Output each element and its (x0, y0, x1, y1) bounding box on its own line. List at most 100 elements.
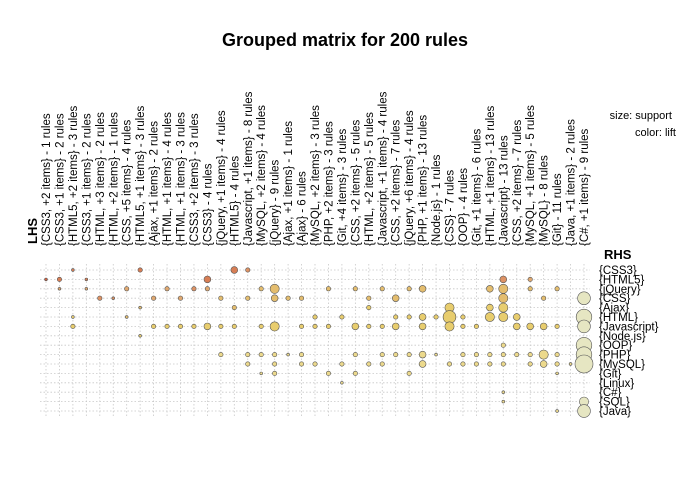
rule-bubble (418, 313, 427, 321)
lhs-group-label: {HTML, +1 items} - 3 rules (176, 112, 188, 246)
rule-bubble (245, 361, 251, 367)
rule-bubble (312, 361, 318, 367)
lhs-group-label: {MySQL, +2 items} - 3 rules (310, 105, 322, 246)
lhs-group-label: {jQuery, +6 items} - 4 rules (404, 110, 416, 246)
rule-bubble (446, 361, 452, 367)
rule-bubble (269, 283, 280, 294)
lhs-group-label: {jQuery} - 9 rules (270, 159, 282, 246)
lhs-group-label: {CSS3, +2 items} - 3 rules (189, 113, 201, 246)
rule-bubble (418, 360, 427, 368)
rule-bubble (137, 267, 143, 273)
rule-bubble (406, 286, 412, 292)
rule-bubble (568, 362, 573, 366)
rule-bubble (203, 275, 212, 284)
rule-bubble (286, 352, 290, 357)
rule-bubble (554, 361, 560, 367)
lhs-group-label: {PHP, +2 items} - 3 rules (323, 121, 335, 246)
rule-bubble (124, 286, 130, 292)
lhs-group-label: {MySQL, +1 items} - 5 rules (525, 105, 537, 246)
rule-bubble (577, 404, 591, 418)
rhs-item-label: {HTML5} (599, 274, 645, 286)
lhs-group-label: {HTML5, +1 items} - 3 rules (135, 105, 147, 246)
rule-bubble (487, 352, 493, 358)
rhs-item-label: {CSS3} (599, 265, 637, 277)
rule-bubble (272, 361, 278, 367)
rule-bubble (392, 294, 400, 302)
rule-bubble (513, 313, 521, 321)
rule-bubble (299, 352, 305, 358)
rule-bubble (555, 371, 559, 376)
lhs-group-label: {Javascript, +1 items} - 8 rules (243, 91, 255, 246)
rule-bubble (393, 352, 399, 358)
rule-bubble (164, 323, 170, 329)
rule-bubble (138, 305, 142, 310)
lhs-group-label: {CSS, +5 items} - 4 rules (122, 120, 134, 246)
rule-bubble (486, 285, 494, 293)
rule-bubble (84, 287, 89, 291)
rule-bubble (379, 286, 385, 292)
rhs-item-label: {jQuery} (599, 284, 641, 296)
rule-bubble (270, 294, 279, 302)
rule-bubble (191, 323, 197, 329)
rule-bubble (442, 310, 457, 324)
rule-bubble (393, 314, 399, 320)
rule-bubble (340, 381, 344, 385)
rule-bubble (460, 314, 466, 320)
lhs-group-label: {HTML5, +2 items} - 3 rules (68, 105, 80, 246)
rule-bubble (258, 323, 264, 329)
rhs-item-label: {SQL} (599, 397, 630, 409)
lhs-axis-label: LHS (25, 218, 40, 244)
rhs-item-label: {Node.js} (599, 331, 646, 343)
rule-bubble (312, 314, 318, 320)
rule-bubble (555, 409, 559, 413)
rule-bubble (352, 352, 358, 358)
lhs-group-label: {CSS3, +1 items} - 2 rules (54, 113, 66, 246)
rule-bubble (71, 268, 75, 272)
lhs-group-label: {Java, +1 items} - 2 rules (566, 119, 578, 246)
rule-bubble (554, 352, 560, 358)
rule-bubble (339, 314, 345, 320)
rule-bubble (84, 277, 89, 282)
lhs-group-label: {jQuery, +1 items} - 4 rules (216, 110, 228, 246)
rule-bubble (299, 295, 305, 301)
rule-bubble (538, 349, 549, 360)
rule-bubble (218, 323, 224, 329)
rule-bubble (178, 323, 184, 329)
rule-bubble (272, 370, 278, 376)
rule-bubble (151, 295, 157, 301)
rule-bubble (259, 371, 263, 376)
rule-bubble (406, 314, 412, 320)
rule-bubble (230, 266, 239, 274)
lhs-group-label: {HTML, +1 items} - 13 rules (485, 105, 497, 246)
rule-bubble (379, 361, 385, 367)
rule-bubble (486, 303, 494, 312)
rule-bubble (539, 360, 548, 368)
rhs-item-label: {PHP} (599, 350, 630, 362)
rule-bubble (527, 286, 533, 292)
rule-bubble (500, 361, 506, 367)
rule-bubble (272, 352, 278, 358)
rule-bubble (231, 305, 237, 311)
rule-bubble (574, 354, 594, 374)
rule-bubble (203, 322, 212, 331)
lhs-group-label: {CSS, +2 items} - 5 rules (350, 120, 362, 246)
rhs-labels: {CSS3}{HTML5}{jQuery}{CSS}{Ajax}{HTML}{J… (599, 265, 659, 418)
rhs-item-label: {Git} (599, 368, 622, 380)
rule-bubble (392, 322, 400, 331)
rule-bubble (577, 291, 591, 305)
rule-bubble (204, 286, 210, 292)
rule-bubble (498, 293, 509, 304)
rule-bubble (245, 295, 251, 301)
lhs-group-label: {CSS, +2 items} - 7 rules (512, 120, 524, 246)
rhs-item-label: {Linux} (599, 378, 634, 390)
rhs-item-label: {HTML} (599, 312, 638, 324)
rule-bubble (70, 323, 76, 329)
lhs-group-label: {Ajax, +1 items} - 1 rules (283, 121, 295, 246)
rule-bubble (71, 315, 75, 319)
rule-bubble (418, 350, 427, 359)
rule-bubble (299, 361, 305, 367)
rule-bubble (299, 323, 305, 329)
lhs-group-label: {OOP} - 4 rules (458, 168, 470, 246)
lhs-group-label: {CSS3, +1 items} - 2 rules (81, 113, 93, 246)
lhs-group-label: {Git, +1 items} - 6 rules (471, 128, 483, 246)
